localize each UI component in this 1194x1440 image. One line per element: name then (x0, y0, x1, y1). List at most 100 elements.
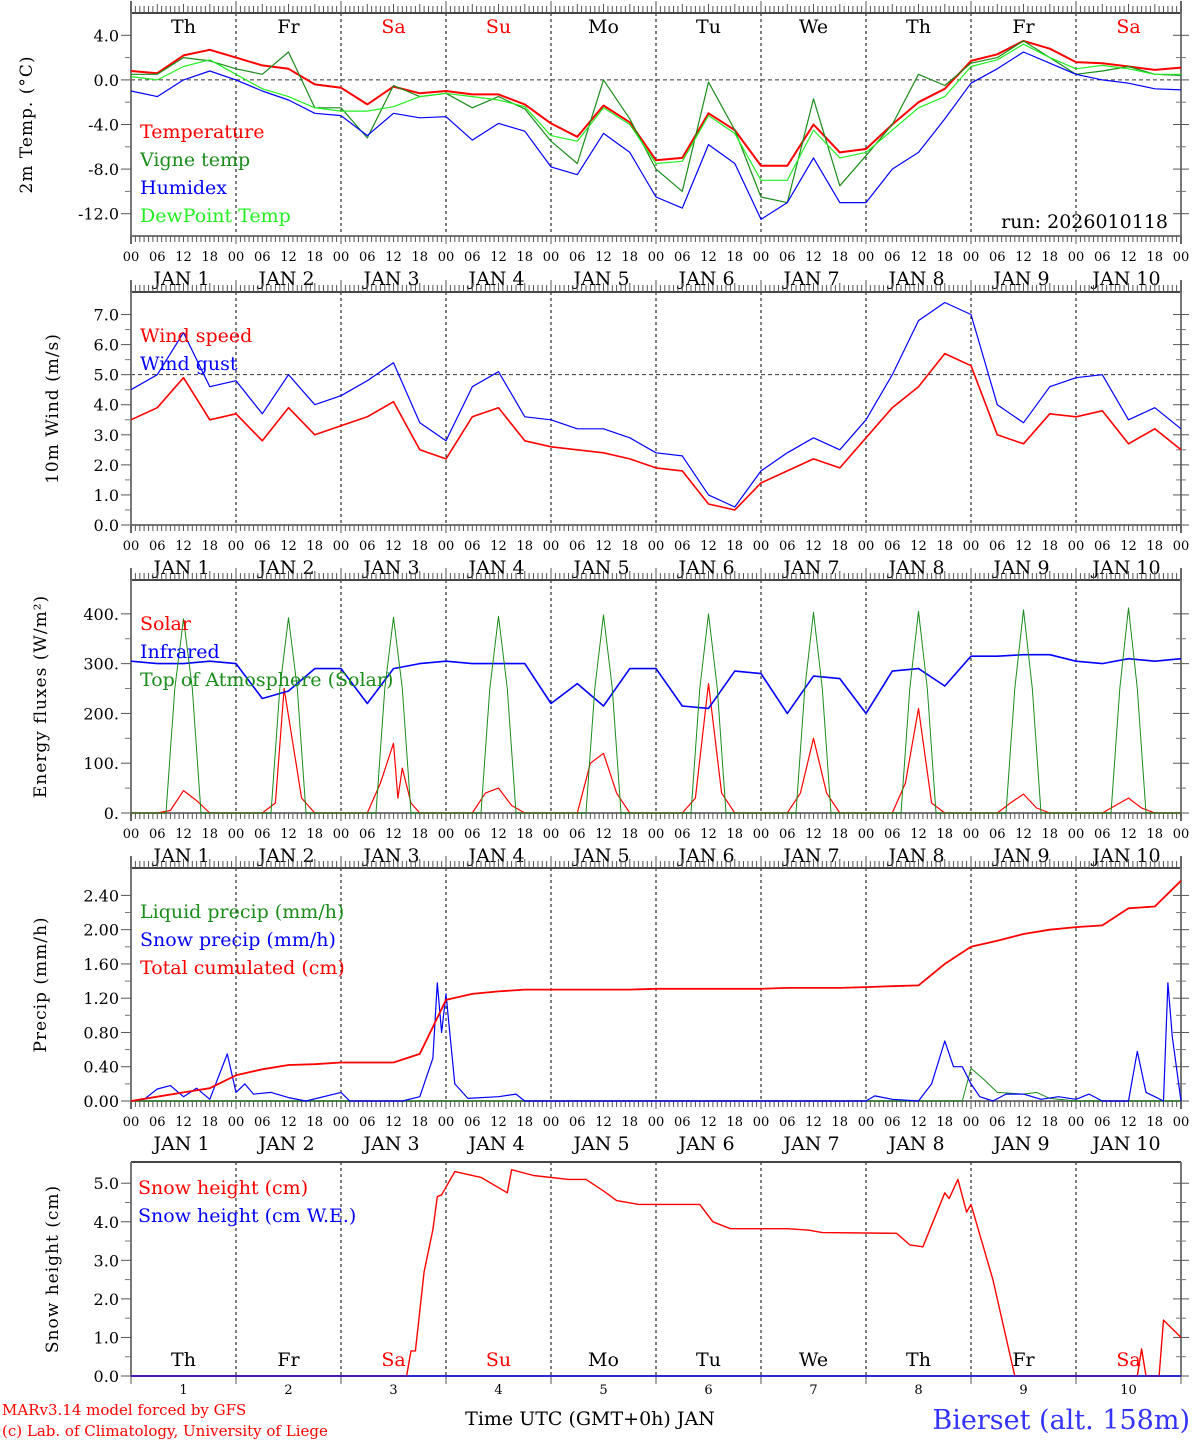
hour-label: 18 (516, 250, 533, 265)
y-tick-label: 3.0 (94, 1251, 119, 1270)
hour-label: 00 (753, 827, 770, 842)
hour-label: 06 (569, 1115, 586, 1130)
hour-label: 06 (1094, 827, 1111, 842)
hour-label: 00 (1068, 539, 1085, 554)
hour-ticks-bottom (130, 813, 1182, 821)
weekday-label: Tu (696, 1349, 721, 1371)
hour-label: 18 (1146, 1115, 1163, 1130)
hour-label: 18 (831, 1115, 848, 1130)
date-label: JAN 2 (256, 1133, 314, 1155)
hour-label: 00 (753, 1115, 770, 1130)
series-line-total-cumulated-cm (130, 880, 1182, 1102)
hour-label: 12 (280, 539, 297, 554)
hour-label: 00 (1068, 1115, 1085, 1130)
hour-label: 00 (963, 827, 980, 842)
date-label: JAN 10 (1090, 1133, 1160, 1155)
hour-label: 00 (1173, 250, 1190, 265)
y-tick-label: 2.40 (83, 886, 119, 905)
hour-label: 18 (621, 250, 638, 265)
hour-label: 00 (333, 250, 350, 265)
series-line-liquid-precip-mm-h (131, 1067, 1181, 1102)
hour-label: 12 (910, 827, 927, 842)
hour-label: 06 (149, 250, 166, 265)
legend-entry: Wind gust (140, 353, 238, 375)
hour-label: 06 (569, 250, 586, 265)
weekday-label: Fr (277, 1349, 300, 1371)
series-line-top-of-atmosphere-solar (131, 607, 1181, 814)
y-tick-label: 4.0 (94, 396, 119, 415)
hour-label: 06 (884, 1115, 901, 1130)
legend-entry: Total cumulated (cm) (140, 957, 345, 979)
hour-label: 18 (1146, 250, 1163, 265)
hour-label: 06 (464, 1115, 481, 1130)
day-number: 4 (494, 1383, 502, 1398)
hour-label: 18 (516, 827, 533, 842)
date-label: JAN 5 (571, 268, 629, 290)
date-label: JAN 10 (1090, 268, 1160, 290)
hour-label: 12 (805, 539, 822, 554)
series-line-vigne-temp (131, 40, 1182, 204)
hour-label: 18 (201, 827, 218, 842)
legend-entry: Snow precip (mm/h) (140, 929, 336, 951)
hour-ticks-bottom (130, 525, 1182, 533)
hour-label: 18 (621, 539, 638, 554)
hour-label: 12 (700, 827, 717, 842)
hour-label: 06 (779, 539, 796, 554)
hour-label: 00 (438, 539, 455, 554)
hour-label: 18 (306, 250, 323, 265)
hour-ticks-top (130, 568, 1182, 580)
hour-label: 18 (936, 827, 953, 842)
hour-label: 00 (543, 250, 560, 265)
date-label: JAN 8 (886, 1133, 944, 1155)
day-number: 2 (284, 1383, 292, 1398)
y-tick-label: 400. (83, 605, 119, 624)
hour-ticks-top (130, 1, 1182, 13)
date-label: JAN 4 (466, 1133, 524, 1155)
date-label: JAN 1 (151, 1133, 209, 1155)
hour-label: 06 (254, 250, 271, 265)
weekday-label: Sa (1116, 1349, 1140, 1371)
hour-label: 18 (201, 1115, 218, 1130)
series-line-wind-speed (130, 352, 1182, 511)
day-number: 7 (809, 1383, 817, 1398)
y-tick-label: 0.0 (94, 516, 119, 535)
legend-entry: Snow height (cm W.E.) (138, 1205, 356, 1227)
hour-label: 18 (306, 539, 323, 554)
hour-label: 06 (359, 1115, 376, 1130)
legend-entry: Wind speed (140, 325, 252, 347)
y-tick-label: 0.0 (94, 1367, 119, 1386)
date-label: JAN 7 (781, 1133, 839, 1155)
day-number: 9 (1019, 1383, 1027, 1398)
weekday-label: Sa (381, 16, 405, 38)
hour-label: 06 (254, 827, 271, 842)
panel-temperature: 4.0 0.0 -4.0 -8.0 -12.0 2m Temp. (°C) Temperat… (17, 1, 1189, 290)
hour-label: 00 (228, 1115, 245, 1130)
hour-label: 06 (359, 250, 376, 265)
y-tick-label: 4.0 (94, 26, 119, 45)
hour-label: 06 (254, 1115, 271, 1130)
hour-label: 00 (648, 827, 665, 842)
series-line-snow-height-cm (131, 1169, 1182, 1377)
hour-label: 12 (910, 250, 927, 265)
hour-label: 18 (621, 1115, 638, 1130)
date-label: JAN 8 (886, 268, 944, 290)
hour-label: 06 (884, 827, 901, 842)
y-tick-label: -12.0 (78, 205, 119, 224)
weekday-label: Mo (588, 1349, 619, 1371)
hour-label: 00 (753, 250, 770, 265)
hour-label: 12 (595, 250, 612, 265)
hour-label: 00 (858, 250, 875, 265)
hour-label: 18 (1041, 1115, 1058, 1130)
hour-label: 12 (805, 1115, 822, 1130)
weekday-label: Su (486, 1349, 511, 1371)
y-tick-label: 7.0 (94, 306, 119, 325)
weekday-label: Th (171, 1349, 196, 1371)
hour-label: 00 (1173, 1115, 1190, 1130)
series-line-solar (131, 683, 1181, 814)
hour-label: 12 (700, 1115, 717, 1130)
hour-label: 00 (1068, 827, 1085, 842)
hour-ticks-bottom (130, 1101, 1182, 1109)
hour-label: 06 (989, 250, 1006, 265)
date-label: JAN 9 (991, 268, 1049, 290)
hour-label: 12 (490, 1115, 507, 1130)
